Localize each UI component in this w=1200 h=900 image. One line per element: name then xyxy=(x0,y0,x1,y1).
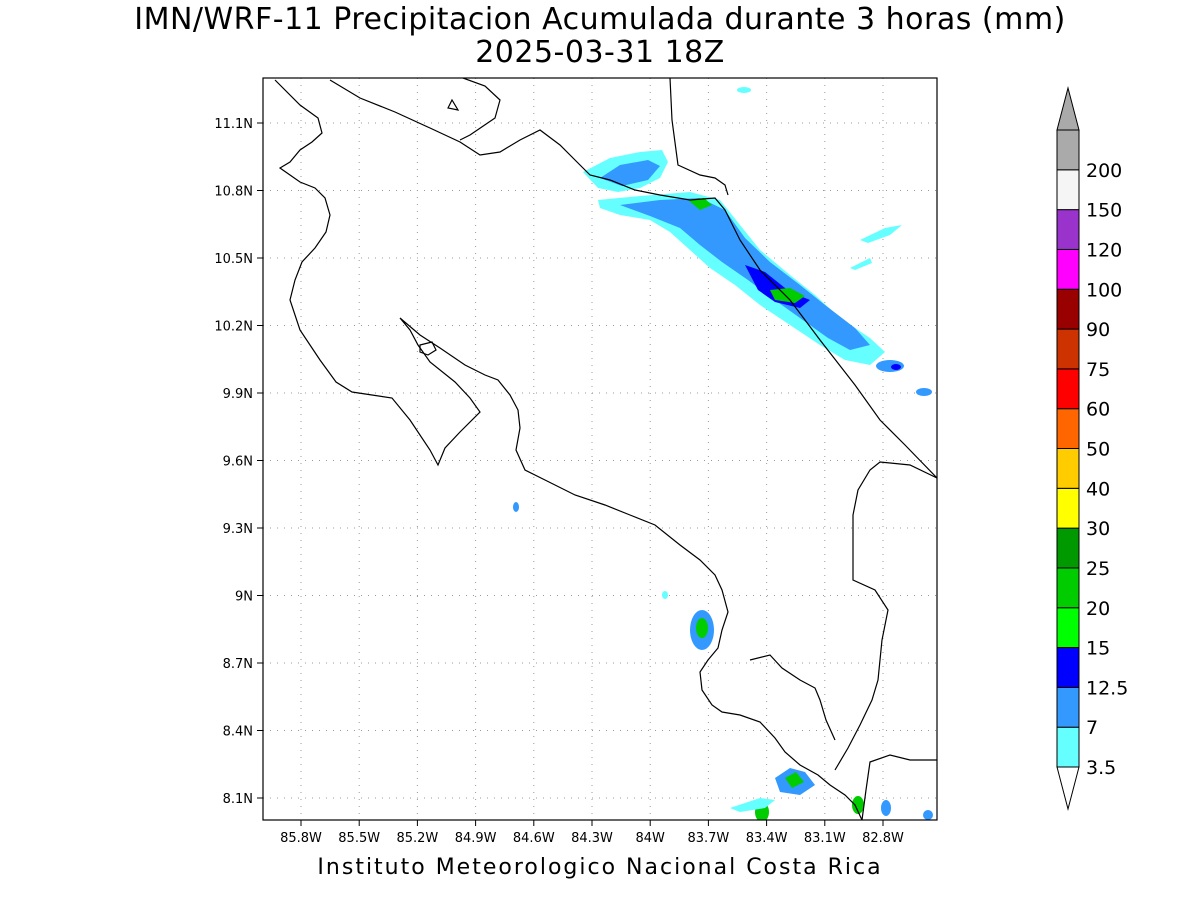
rain-cell-south-5 xyxy=(923,810,933,820)
colorbar-label: 12.5 xyxy=(1086,677,1128,699)
nicaragua-border xyxy=(459,78,501,141)
map-title: IMN/WRF-11 Precipitacion Acumulada duran… xyxy=(134,2,1066,37)
caribbean-coast xyxy=(329,79,937,479)
colorbar-segment xyxy=(1056,368,1080,410)
lat-tick-label: 9.6N xyxy=(223,455,253,470)
coastlines xyxy=(274,78,937,820)
colorbar-segment xyxy=(1056,527,1080,569)
colorbar-label: 75 xyxy=(1086,359,1110,381)
lat-tick-label: 9.9N xyxy=(223,387,253,402)
rain-cell-ne-core xyxy=(891,364,901,370)
lat-tick-label: 10.5N xyxy=(214,252,253,267)
rain-cell-south-1-core xyxy=(785,772,804,788)
small-island xyxy=(447,98,460,111)
colorbar-label: 15 xyxy=(1086,638,1110,660)
colorbar-segment xyxy=(1056,209,1080,250)
colorbar-segment xyxy=(1056,686,1080,728)
lon-tick-label: 85.2W xyxy=(396,831,438,846)
panama-border xyxy=(834,461,937,771)
lon-tick-label: 84W xyxy=(635,831,665,846)
lat-tick-label: 9.3N xyxy=(223,522,253,537)
colorbar-label: 50 xyxy=(1086,439,1110,461)
colorbar-segment xyxy=(1056,567,1080,609)
lon-tick-label: 85.8W xyxy=(280,831,322,846)
panama-coast-south xyxy=(861,754,937,820)
colorbar-label: 60 xyxy=(1086,399,1110,421)
map-date: 2025-03-31 18Z xyxy=(475,35,725,70)
lat-tick-label: 9N xyxy=(235,590,253,605)
colorbar-segment xyxy=(1056,328,1080,370)
rain-core-1 xyxy=(770,288,805,303)
lat-tick-label: 8.1N xyxy=(223,792,253,807)
lon-tick-label: 83.4W xyxy=(746,831,788,846)
colorbar-segment xyxy=(1056,726,1080,768)
rain-band-main-mid xyxy=(620,198,870,350)
colorbar-label: 25 xyxy=(1086,558,1110,580)
rain-cell-south-3 xyxy=(852,796,864,814)
colorbar-label: 7 xyxy=(1086,717,1098,739)
lon-tick-label: 84.3W xyxy=(571,831,613,846)
lat-tick-label: 8.7N xyxy=(223,657,253,672)
colorbar-segment xyxy=(1056,448,1080,489)
colorbar-label: 120 xyxy=(1086,239,1122,261)
lon-tick-label: 83.7W xyxy=(687,831,729,846)
lon-tick-label: 82.8W xyxy=(862,831,904,846)
colorbar-segment xyxy=(1056,487,1080,529)
colorbar-segment xyxy=(1056,408,1080,449)
colorbar: 3.5 7 12.5 15 20 25 30 40 50 60 75 90 100 120 150 200 xyxy=(1056,86,1128,811)
lon-tick-label: 84.9W xyxy=(455,831,497,846)
nicaragua-coast xyxy=(274,79,863,820)
colorbar-label: 3.5 xyxy=(1086,757,1116,779)
colorbar-bottom-arrow xyxy=(1056,766,1080,811)
lon-tick-label: 85.5W xyxy=(338,831,380,846)
rain-streak-east2 xyxy=(850,258,872,270)
colorbar-top-arrow xyxy=(1056,86,1080,131)
lat-tick-label: 8.4N xyxy=(223,725,253,740)
rain-cell-small2 xyxy=(662,591,668,599)
colorbar-label: 40 xyxy=(1086,478,1110,500)
rain-streak-south xyxy=(730,798,775,812)
lat-tick-label: 10.8N xyxy=(214,185,253,200)
colorbar-segment xyxy=(1056,607,1080,649)
lon-tick-label: 84.6W xyxy=(513,831,555,846)
colorbar-label: 150 xyxy=(1086,200,1122,222)
grid-lines xyxy=(263,78,937,820)
colorbar-segment xyxy=(1056,169,1080,211)
colorbar-segment xyxy=(1056,248,1080,290)
lat-tick-label: 10.2N xyxy=(214,320,253,335)
lat-tick-label: 11.1N xyxy=(214,117,253,132)
rain-band-north-core xyxy=(600,160,660,186)
burica-coast xyxy=(749,654,836,741)
rain-cell-small1 xyxy=(513,502,519,512)
colorbar-label: 30 xyxy=(1086,518,1110,540)
colorbar-label: 90 xyxy=(1086,319,1110,341)
rain-cell-e xyxy=(916,388,932,396)
longitude-axis: 85.8W 85.5W 85.2W 84.9W 84.6W 84.3W 84W 83.7W 83… xyxy=(280,820,904,846)
rain-streak-east xyxy=(860,225,902,243)
river-border xyxy=(669,78,729,196)
lon-tick-label: 83.1W xyxy=(804,831,846,846)
colorbar-segment xyxy=(1056,288,1080,330)
rain-cell-south-4 xyxy=(881,800,891,816)
colorbar-segment xyxy=(1056,647,1080,688)
colorbar-label: 100 xyxy=(1086,279,1122,301)
precipitation-fields xyxy=(513,87,933,820)
nicoya-island xyxy=(419,341,437,356)
credit-text: Instituto Meteorologico Nacional Costa R… xyxy=(317,855,883,880)
colorbar-label: 20 xyxy=(1086,598,1110,620)
rain-cell-osa-core xyxy=(696,618,708,638)
colorbar-label: 200 xyxy=(1086,160,1122,182)
rain-dot-top xyxy=(737,87,751,93)
colorbar-segment xyxy=(1056,129,1080,171)
plot-frame xyxy=(262,77,938,821)
rain-core-2 xyxy=(688,198,712,210)
latitude-axis: 11.1N 10.8N 10.5N 10.2N 9.9N 9.6N 9.3N 9N 8.7N 8.… xyxy=(214,117,263,807)
